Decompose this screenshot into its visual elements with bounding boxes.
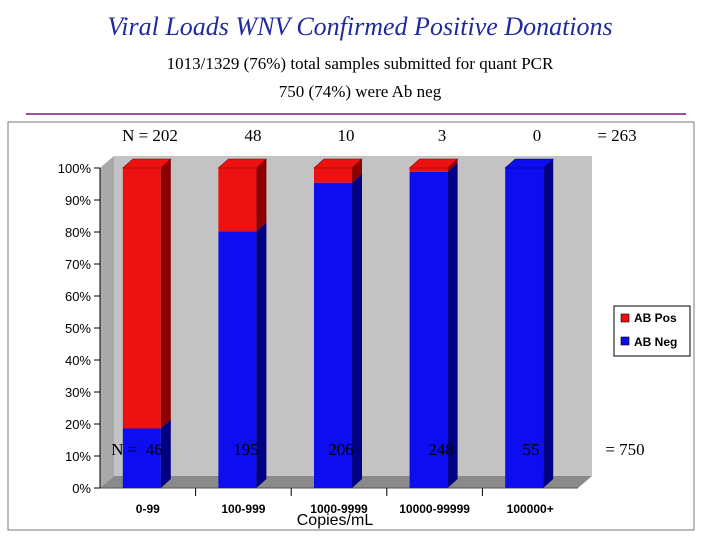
- title-divider: [26, 113, 686, 115]
- y-tick-label: 20%: [65, 417, 91, 432]
- y-tick-label: 100%: [58, 161, 92, 176]
- bar-top-3: [408, 158, 459, 169]
- x-tick-label: 100000+: [507, 502, 554, 516]
- bottom-count-1: 195: [233, 440, 259, 459]
- bar-ab-neg-1-side: [256, 222, 267, 489]
- y-tick-label: 50%: [65, 321, 91, 336]
- bar-ab-neg-4: [505, 168, 544, 488]
- x-tick-label: 1000-9999: [310, 502, 368, 516]
- bar-ab-neg-0: [122, 428, 161, 488]
- bar-ab-neg-2-side: [352, 173, 362, 488]
- page-title: Viral Loads WNV Confirmed Positive Donat…: [107, 12, 613, 41]
- bar-ab-pos-3: [409, 168, 448, 172]
- bar-ab-neg-3-side: [447, 162, 458, 488]
- y-axis-ticks: 0% 10% 20% 30% 40% 50% 60% 70% 80% 90% 100%: [58, 161, 101, 496]
- bar-ab-neg-1: [218, 231, 257, 489]
- legend-label-ab-pos: AB Pos: [634, 311, 677, 325]
- top-count-3: 3: [438, 126, 447, 145]
- bar-ab-pos-0-side: [160, 159, 171, 429]
- bar-ab-pos-2: [314, 168, 352, 183]
- bar-ab-pos-1-side: [256, 159, 267, 232]
- x-axis-ticks: 0-99 100-999 1000-9999 10000-99999 100000+: [136, 488, 554, 516]
- y-tick-label: 10%: [65, 449, 91, 464]
- top-count-4: 0: [533, 126, 542, 145]
- bar-ab-pos-1: [218, 168, 257, 232]
- bottom-count-3: 248: [428, 440, 454, 459]
- top-total: = 263: [597, 126, 636, 145]
- bar-top-1: [217, 158, 268, 169]
- bar-ab-neg-0-side: [160, 419, 171, 488]
- x-axis-label: Copies/mL: [297, 512, 374, 529]
- bar-ab-pos-0: [122, 168, 161, 429]
- plot-side-wall: [100, 156, 114, 488]
- legend-label-ab-neg: AB Neg: [634, 335, 677, 349]
- x-tick-label: 10000-99999: [399, 502, 470, 516]
- bottom-count-4: 55: [523, 440, 540, 459]
- y-tick-label: 70%: [65, 257, 91, 272]
- bar-ab-neg-4-side: [543, 159, 554, 488]
- x-tick-label: 100-999: [221, 502, 265, 516]
- y-tick-label: 80%: [65, 225, 91, 240]
- bar-ab-neg-3: [409, 171, 448, 488]
- bottom-total: = 750: [605, 440, 644, 459]
- bottom-count-0: N = 46: [111, 440, 163, 459]
- count-annotations: N = 202 48 10 3 0 = 263 N = 46 195 206 2…: [111, 126, 644, 459]
- bars: [122, 158, 554, 489]
- y-tick-label: 30%: [65, 385, 91, 400]
- bottom-count-2: 206: [328, 440, 354, 459]
- bar-ab-pos-2-side: [352, 159, 362, 183]
- top-count-2: 10: [338, 126, 355, 145]
- x-tick-label: 0-99: [136, 502, 160, 516]
- y-tick-label: 60%: [65, 289, 91, 304]
- legend-swatch-ab-pos: [620, 313, 630, 323]
- y-tick-label: 40%: [65, 353, 91, 368]
- y-tick-label: 90%: [65, 193, 91, 208]
- bar-top-2: [313, 158, 363, 169]
- subtitle-ab-neg: 750 (74%) were Ab neg: [278, 82, 442, 101]
- y-tick-label: 0%: [72, 481, 91, 496]
- subtitle-samples: 1013/1329 (76%) total samples submitted …: [166, 54, 554, 73]
- top-count-1: 48: [245, 126, 262, 145]
- legend: AB Pos AB Neg: [613, 305, 691, 357]
- bar-top-4: [504, 158, 554, 169]
- bar-ab-neg-2: [314, 182, 352, 488]
- bar-ab-pos-3-side: [447, 159, 458, 172]
- top-count-0: N = 202: [122, 126, 178, 145]
- legend-swatch-ab-neg: [620, 336, 630, 346]
- bar-top-0: [122, 158, 172, 169]
